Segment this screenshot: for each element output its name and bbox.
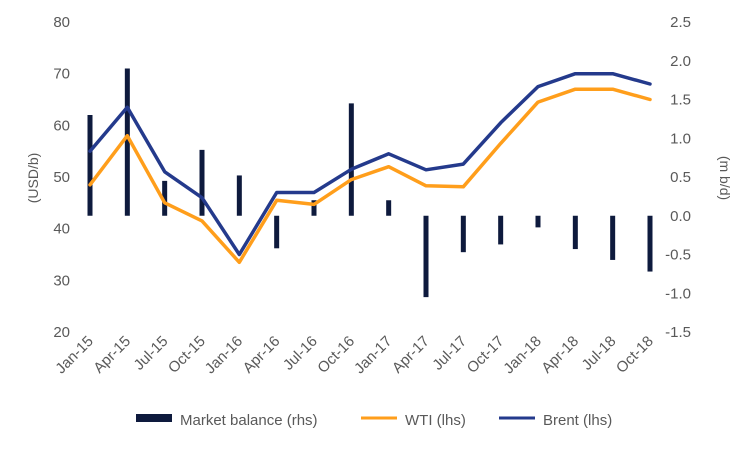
left-axis-tick-label: 40	[53, 221, 70, 238]
x-axis-tick-label: Jul-17	[429, 333, 470, 374]
x-axis-tick-label: Jul-16	[280, 333, 321, 374]
legend-wti-label: WTI (lhs)	[405, 412, 466, 429]
right-axis-title: (m b/d)	[717, 156, 733, 200]
right-axis-tick-label: -0.5	[665, 247, 691, 264]
right-axis-tick-label: 0.0	[670, 208, 691, 225]
market-balance-bar	[87, 115, 93, 216]
market-balance-bar	[535, 215, 541, 228]
right-axis-tick-label: 2.0	[670, 53, 691, 70]
x-axis-tick-label: Apr-17	[389, 333, 433, 377]
x-axis-tick-label: Oct-17	[464, 333, 508, 377]
left-axis-title: (USD/b)	[25, 153, 41, 204]
ticks-layer: 80 70 60 50 40 30 20 2.5 2.0 1.5 1.0 0.5 0.0 -0.5 -1.0…	[52, 14, 691, 377]
x-axis-tick-label: Jan-17	[351, 333, 395, 377]
legend-market-swatch	[136, 414, 172, 422]
left-axis-tick-label: 70	[53, 66, 70, 83]
wti-series-line	[88, 87, 652, 265]
market-balance-bar	[311, 200, 317, 216]
market-balance-bar	[460, 215, 466, 253]
left-axis-tick-label: 30	[53, 272, 70, 289]
x-axis-tick-label: Jan-18	[500, 333, 544, 377]
left-axis-tick-label: 50	[53, 169, 70, 186]
brent-series-line	[88, 71, 652, 257]
market-balance-bar	[386, 200, 392, 216]
x-axis-tick-label: Oct-18	[613, 333, 657, 377]
legend: Market balance (rhs) WTI (lhs) Brent (lh…	[136, 412, 612, 429]
x-axis-tick-label: Oct-15	[165, 333, 209, 377]
market-balance-bar	[498, 215, 504, 245]
x-axis-tick-label: Jul-15	[131, 333, 172, 374]
lines-layer	[88, 71, 652, 265]
x-axis-tick-label: Apr-15	[90, 333, 134, 377]
market-balance-bar	[572, 215, 578, 250]
right-axis-tick-label: 0.5	[670, 169, 691, 186]
market-balance-bar	[423, 215, 429, 298]
x-axis-tick-label: Oct-16	[314, 333, 358, 377]
left-axis-tick-label: 20	[53, 324, 70, 341]
x-axis-tick-label: Jan-16	[202, 333, 246, 377]
market-balance-bar	[610, 215, 616, 260]
market-balance-bar	[124, 68, 130, 216]
left-axis-tick-label: 80	[53, 14, 70, 31]
legend-brent-label: Brent (lhs)	[543, 412, 612, 429]
right-axis-tick-label: 1.0	[670, 130, 691, 147]
right-axis-tick-label: -1.5	[665, 324, 691, 341]
x-axis-tick-label: Apr-16	[240, 333, 284, 377]
left-axis-tick-label: 60	[53, 117, 70, 134]
market-balance-bar	[647, 215, 653, 272]
market-balance-bar	[236, 175, 242, 216]
bars-layer	[87, 68, 653, 298]
market-balance-bar	[348, 103, 354, 216]
market-balance-bar	[162, 180, 168, 216]
legend-market-label: Market balance (rhs)	[180, 412, 318, 429]
right-axis-tick-label: 1.5	[670, 92, 691, 109]
market-balance-bar	[274, 215, 280, 249]
x-axis-tick-label: Jul-18	[579, 333, 620, 374]
x-axis-tick-label: Apr-18	[538, 333, 582, 377]
market-balance-bar	[199, 149, 205, 216]
right-axis-tick-label: -1.0	[665, 285, 691, 302]
right-axis-tick-label: 2.5	[670, 14, 691, 31]
